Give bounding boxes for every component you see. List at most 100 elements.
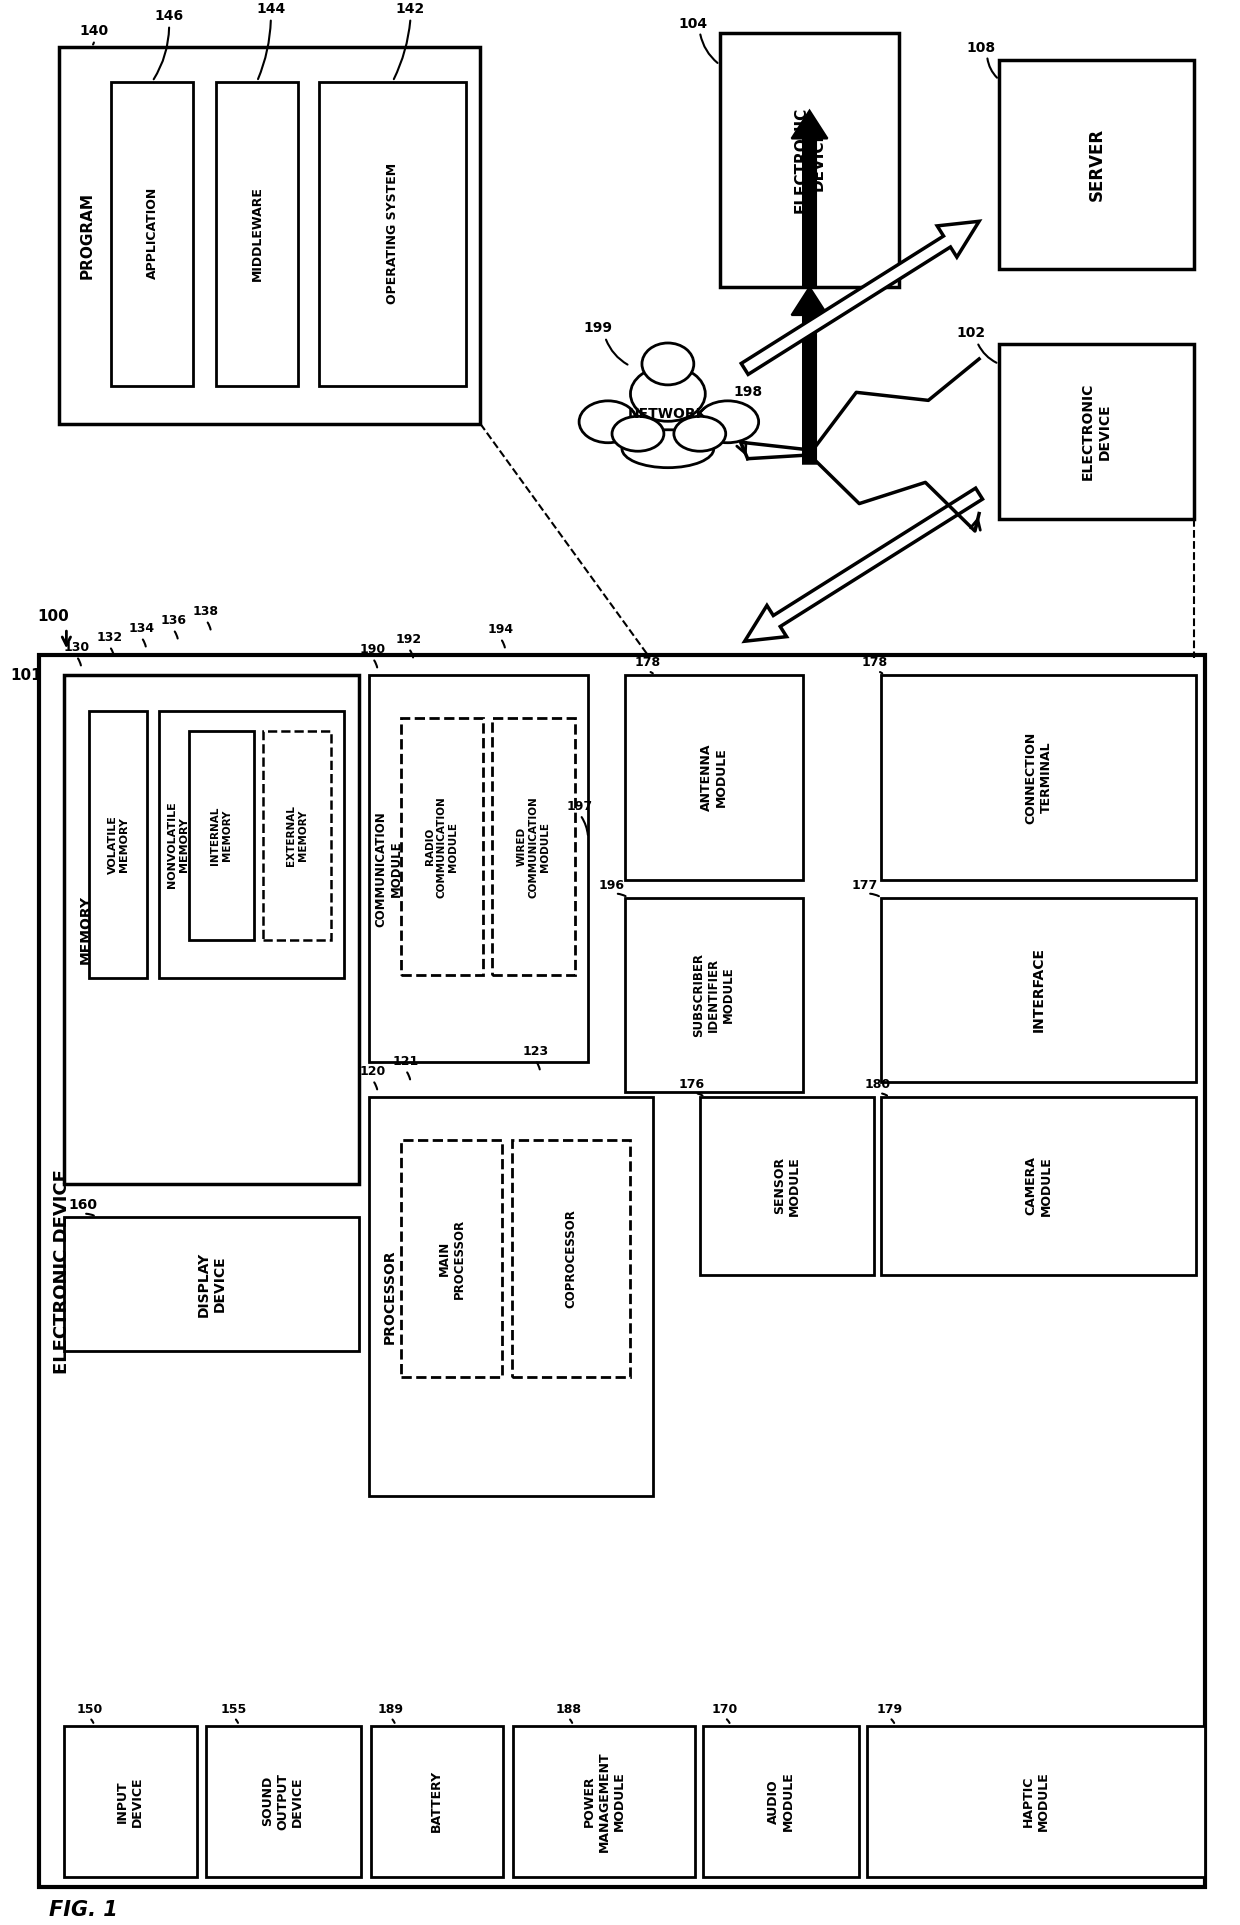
FancyBboxPatch shape [401,1140,502,1378]
Text: CONNECTION
TERMINAL: CONNECTION TERMINAL [1024,732,1053,824]
Text: SENSOR
MODULE: SENSOR MODULE [773,1157,801,1217]
FancyBboxPatch shape [882,1097,1195,1274]
FancyBboxPatch shape [699,1097,874,1274]
Ellipse shape [697,400,759,443]
FancyBboxPatch shape [512,1140,630,1378]
Ellipse shape [579,400,637,443]
Text: 177: 177 [851,878,878,891]
Text: 178: 178 [635,656,661,670]
Text: 102: 102 [956,325,986,341]
Text: 192: 192 [396,633,422,647]
Text: SERVER: SERVER [1087,127,1105,200]
FancyBboxPatch shape [882,676,1195,880]
Text: INTERFACE: INTERFACE [1032,947,1045,1032]
Text: CAMERA
MODULE: CAMERA MODULE [1024,1157,1053,1217]
FancyBboxPatch shape [492,718,575,976]
Text: NONVOLATILE
MEMORY: NONVOLATILE MEMORY [167,801,188,887]
FancyBboxPatch shape [60,46,480,424]
Text: 144: 144 [257,2,285,15]
FancyBboxPatch shape [368,676,588,1063]
FancyArrow shape [745,489,982,641]
FancyBboxPatch shape [999,345,1194,518]
Text: RADIO
COMMUNICATION
MODULE: RADIO COMMUNICATION MODULE [425,795,458,897]
Text: PROCESSOR: PROCESSOR [383,1249,397,1344]
Text: MEMORY: MEMORY [78,895,92,964]
FancyBboxPatch shape [719,33,899,287]
Text: VOLATILE
MEMORY: VOLATILE MEMORY [108,816,129,874]
Text: ANTENNA
MODULE: ANTENNA MODULE [699,743,728,810]
Text: NETWORK: NETWORK [629,406,708,422]
Text: 101: 101 [11,668,42,683]
FancyBboxPatch shape [206,1725,361,1877]
Ellipse shape [673,416,725,450]
Text: 121: 121 [392,1055,419,1068]
Text: COMMUNICATION
MODULE: COMMUNICATION MODULE [374,810,403,926]
Text: 136: 136 [160,614,186,628]
Text: 188: 188 [556,1702,582,1715]
Text: 179: 179 [877,1702,903,1715]
Text: 155: 155 [221,1702,247,1715]
FancyBboxPatch shape [882,897,1195,1082]
FancyBboxPatch shape [188,732,254,941]
Text: OPERATING SYSTEM: OPERATING SYSTEM [386,164,399,304]
Text: EXTERNAL
MEMORY: EXTERNAL MEMORY [286,805,308,866]
FancyBboxPatch shape [64,676,358,1184]
Text: INTERNAL
MEMORY: INTERNAL MEMORY [211,807,232,864]
Text: 190: 190 [360,643,386,656]
Text: 100: 100 [37,610,69,624]
FancyBboxPatch shape [216,81,298,385]
Text: SOUND
OUTPUT
DEVICE: SOUND OUTPUT DEVICE [262,1773,304,1831]
Text: 104: 104 [678,17,707,31]
Text: 134: 134 [128,622,154,635]
Text: DISPLAY
DEVICE: DISPLAY DEVICE [196,1251,227,1317]
Text: ELECTRONIC
DEVICE: ELECTRONIC DEVICE [1081,383,1111,479]
Text: 199: 199 [584,321,613,335]
FancyBboxPatch shape [513,1725,694,1877]
Text: 189: 189 [377,1702,403,1715]
Ellipse shape [613,416,663,450]
Text: 130: 130 [63,641,89,655]
Text: BATTERY: BATTERY [430,1771,443,1833]
Text: 150: 150 [76,1702,103,1715]
Text: 142: 142 [396,2,425,15]
Text: 180: 180 [864,1078,890,1091]
Text: 196: 196 [599,878,625,891]
Text: COPROCESSOR: COPROCESSOR [564,1209,578,1309]
Text: 123: 123 [522,1045,548,1059]
Text: FIG. 1: FIG. 1 [50,1900,118,1919]
FancyBboxPatch shape [319,81,466,385]
FancyBboxPatch shape [703,1725,859,1877]
Text: APPLICATION: APPLICATION [145,187,159,279]
Text: 198: 198 [733,385,763,398]
FancyBboxPatch shape [112,81,193,385]
Ellipse shape [622,429,714,468]
FancyBboxPatch shape [625,676,802,880]
Text: HAPTIC
MODULE: HAPTIC MODULE [1022,1771,1050,1831]
Text: ELECTRONIC
DEVICE: ELECTRONIC DEVICE [794,106,826,214]
Text: 160: 160 [69,1197,98,1213]
Text: 108: 108 [966,40,996,54]
Ellipse shape [630,366,706,422]
FancyBboxPatch shape [64,1217,358,1351]
Text: ELECTRONIC DEVICE: ELECTRONIC DEVICE [53,1168,72,1374]
Text: 194: 194 [487,624,513,637]
Text: 146: 146 [155,10,184,23]
Text: 132: 132 [97,631,123,645]
Text: PROGRAM: PROGRAM [79,192,94,279]
Text: POWER
MANAGEMENT
MODULE: POWER MANAGEMENT MODULE [583,1752,625,1852]
Text: MIDDLEWARE: MIDDLEWARE [250,187,263,281]
Text: 170: 170 [712,1702,738,1715]
Text: 140: 140 [79,23,109,38]
FancyBboxPatch shape [625,897,802,1091]
FancyBboxPatch shape [371,1725,503,1877]
FancyArrow shape [791,110,827,287]
Text: 138: 138 [193,604,219,618]
Text: AUDIO
MODULE: AUDIO MODULE [766,1771,795,1831]
FancyArrow shape [791,287,827,464]
Text: 197: 197 [567,799,593,812]
Ellipse shape [642,343,694,385]
FancyArrow shape [742,221,980,373]
FancyBboxPatch shape [368,1097,653,1496]
FancyBboxPatch shape [89,710,148,978]
Text: INPUT
DEVICE: INPUT DEVICE [117,1777,144,1827]
